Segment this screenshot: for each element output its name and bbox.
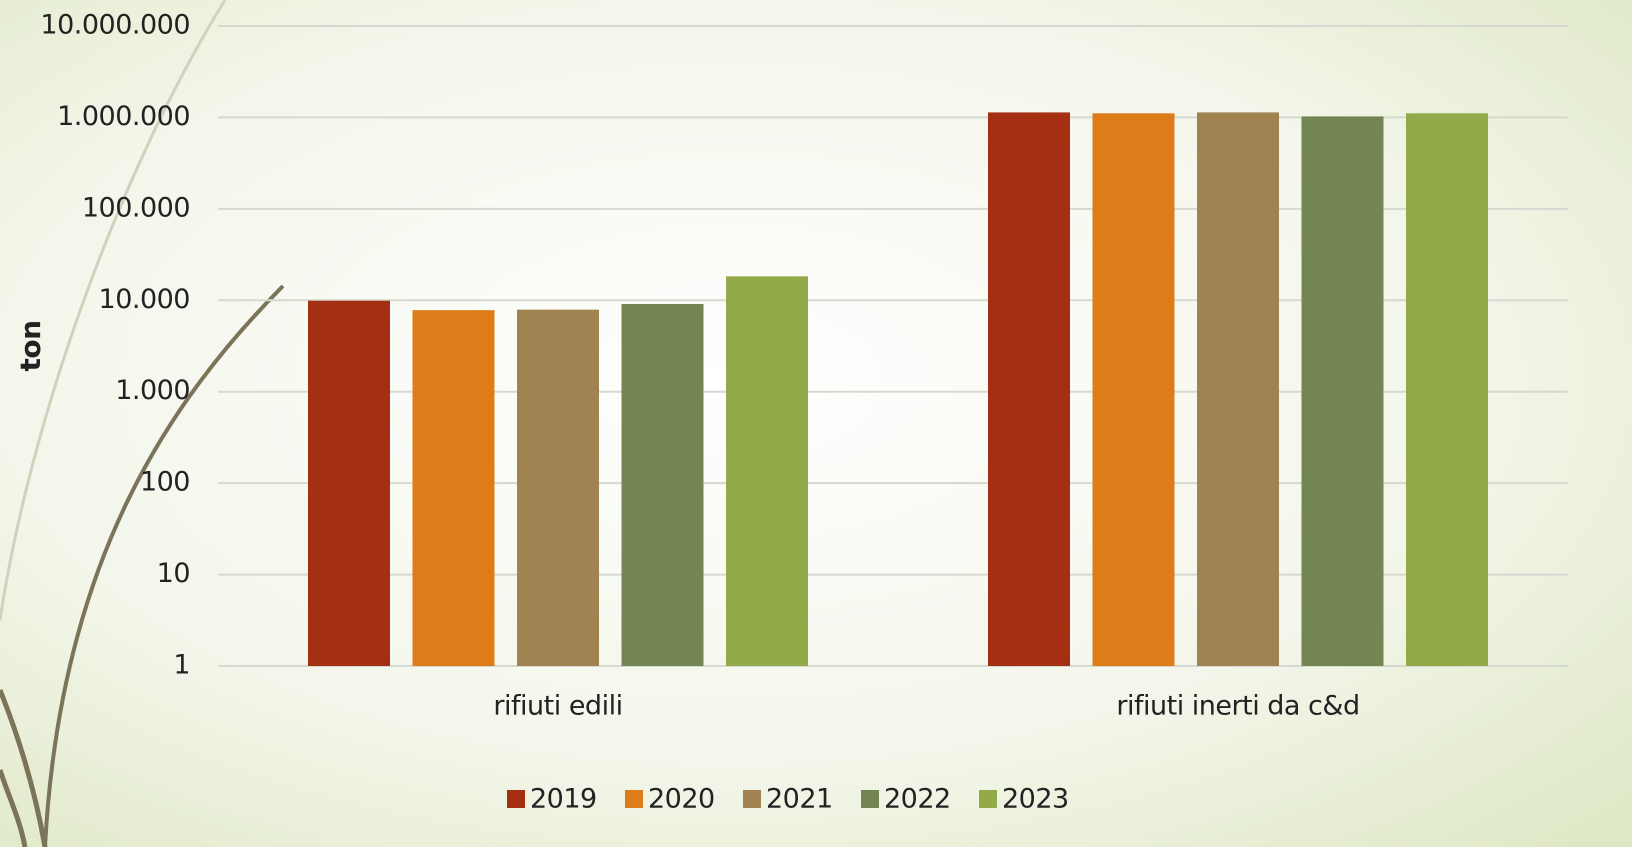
legend-swatch — [507, 790, 525, 808]
bar — [1092, 113, 1175, 666]
y-axis-label: ton — [14, 320, 47, 371]
decor-curve — [0, 0, 227, 621]
legend-swatch — [743, 790, 761, 808]
bar — [726, 276, 808, 666]
legend-label: 2021 — [766, 784, 833, 815]
legend-label: 2020 — [648, 784, 715, 815]
decor-curve — [0, 689, 48, 847]
y-tick-label: 100 — [140, 467, 190, 498]
y-tick-label: 100.000 — [82, 192, 190, 223]
x-tick-label: rifiuti inerti da c&d — [1116, 691, 1359, 722]
bar — [1197, 112, 1279, 666]
bar — [412, 310, 495, 666]
y-tick-label: 10 — [157, 558, 190, 589]
y-tick-label: 10.000.000 — [40, 10, 190, 41]
bar — [308, 300, 390, 666]
y-tick-label: 1.000 — [115, 375, 190, 406]
y-tick-label: 1 — [173, 650, 190, 681]
x-tick-label: rifiuti edili — [493, 691, 622, 722]
legend-swatch — [625, 790, 643, 808]
bar — [1301, 116, 1384, 666]
legend-label: 2022 — [884, 784, 951, 815]
y-tick-label: 10.000 — [99, 284, 190, 315]
legend-swatch — [979, 790, 997, 808]
legend-label: 2019 — [530, 784, 597, 815]
decor-curve — [0, 769, 28, 847]
bar — [517, 309, 599, 666]
bar — [621, 304, 704, 666]
bar — [988, 112, 1070, 666]
bar — [1406, 113, 1488, 666]
legend-label: 2023 — [1002, 784, 1069, 815]
y-tick-label: 1.000.000 — [57, 101, 190, 132]
legend-swatch — [861, 790, 879, 808]
decor-curve — [43, 284, 285, 847]
